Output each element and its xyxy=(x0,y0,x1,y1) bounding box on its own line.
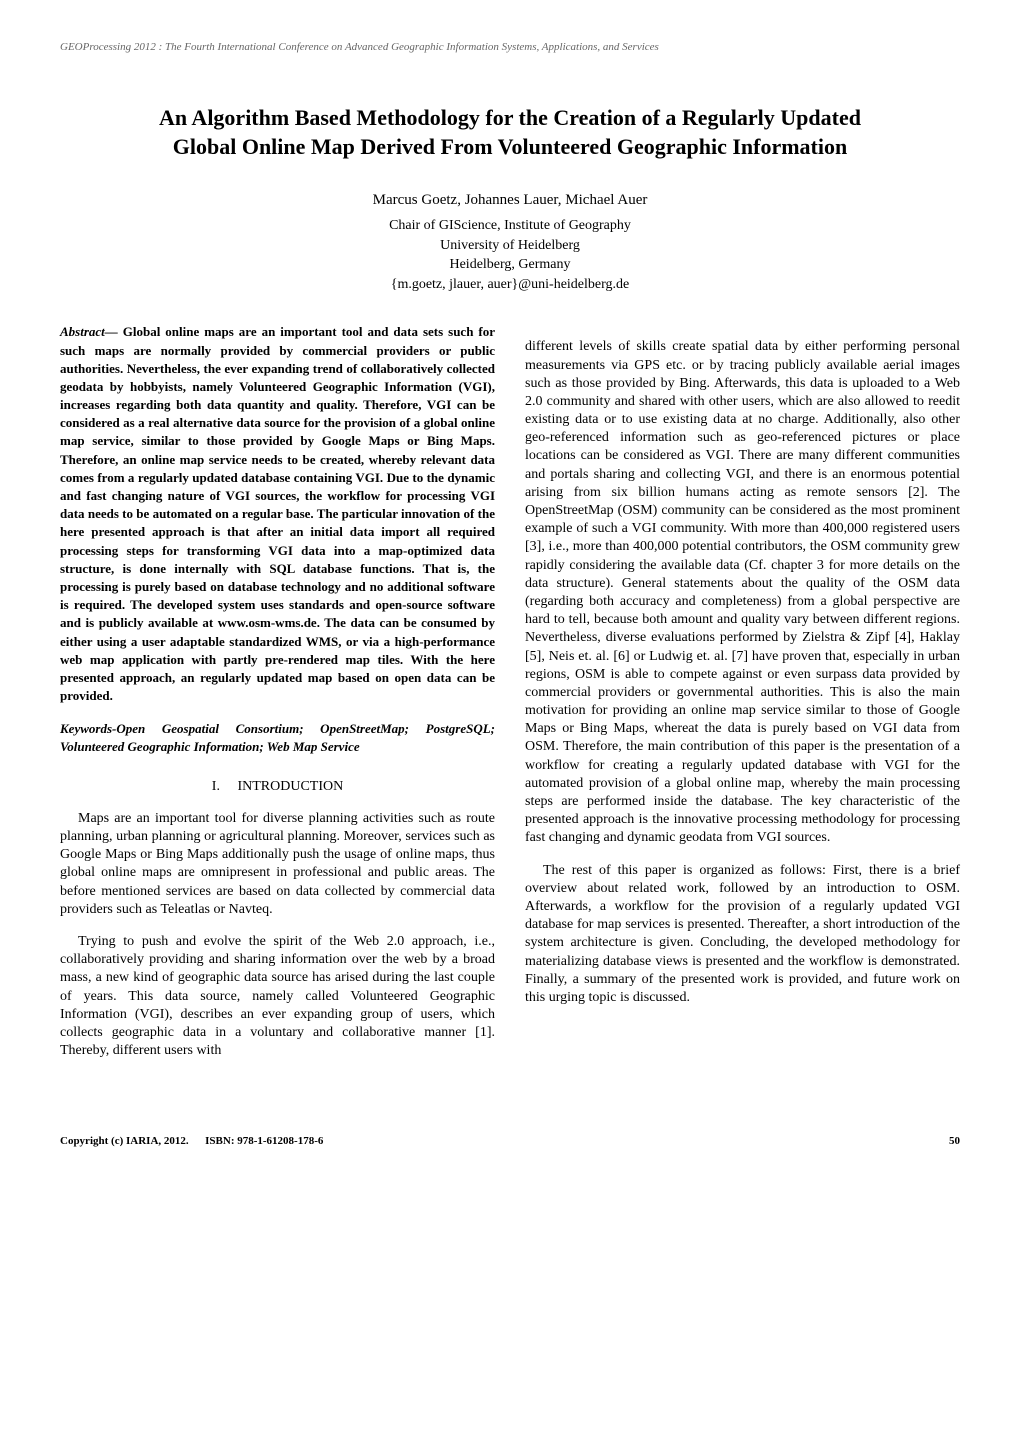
abstract-block: Abstract— Global online maps are an impo… xyxy=(60,324,495,706)
left-column: Abstract— Global online maps are an impo… xyxy=(60,324,495,1074)
page-footer: Copyright (c) IARIA, 2012. ISBN: 978-1-6… xyxy=(60,1134,960,1148)
body-paragraph: different levels of skills create spatia… xyxy=(525,338,960,847)
keywords-text: Open Geospatial Consortium; OpenStreetMa… xyxy=(60,721,495,754)
affiliation-line: Heidelberg, Germany xyxy=(60,255,960,275)
body-paragraph: Trying to push and evolve the spirit of … xyxy=(60,933,495,1060)
body-paragraph: Maps are an important tool for diverse p… xyxy=(60,810,495,919)
keywords-label: Keywords- xyxy=(60,721,116,736)
content-columns: Abstract— Global online maps are an impo… xyxy=(60,324,960,1074)
affiliation-line: University of Heidelberg xyxy=(60,236,960,256)
affiliation-line: Chair of GIScience, Institute of Geograp… xyxy=(60,216,960,236)
copyright-text: Copyright (c) IARIA, 2012. xyxy=(60,1135,189,1147)
abstract-text: Global online maps are an important tool… xyxy=(60,324,495,703)
section-name: INTRODUCTION xyxy=(237,779,343,794)
paper-title: An Algorithm Based Methodology for the C… xyxy=(140,104,880,161)
body-paragraph: The rest of this paper is organized as f… xyxy=(525,862,960,1008)
right-column: different levels of skills create spatia… xyxy=(525,324,960,1074)
affiliation-line: {m.goetz, jlauer, auer}@uni-heidelberg.d… xyxy=(60,275,960,295)
isbn-text: ISBN: 978-1-61208-178-6 xyxy=(205,1135,323,1147)
footer-page-number: 50 xyxy=(949,1134,960,1148)
footer-copyright: Copyright (c) IARIA, 2012. ISBN: 978-1-6… xyxy=(60,1134,323,1148)
affiliation-block: Chair of GIScience, Institute of Geograp… xyxy=(60,216,960,294)
section-number: I. xyxy=(212,779,220,794)
keywords-block: Keywords-Open Geospatial Consortium; Ope… xyxy=(60,721,495,757)
abstract-label: Abstract— xyxy=(60,324,123,339)
section-heading: I. INTRODUCTION xyxy=(60,778,495,796)
authors: Marcus Goetz, Johannes Lauer, Michael Au… xyxy=(60,191,960,211)
conference-header: GEOProcessing 2012 : The Fourth Internat… xyxy=(60,40,960,54)
